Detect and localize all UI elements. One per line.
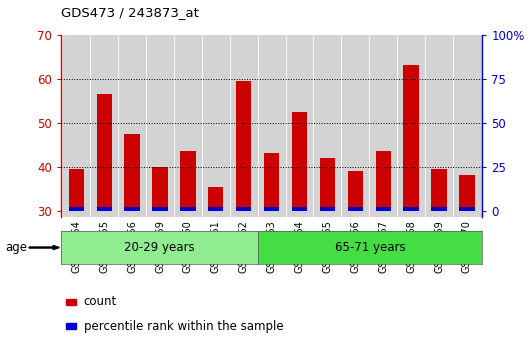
Bar	[460, 207, 475, 211]
Bar	[403, 207, 419, 211]
Bar	[320, 158, 335, 211]
Bar	[264, 154, 279, 211]
Bar	[152, 167, 167, 211]
Text: 20-29 years: 20-29 years	[124, 241, 195, 254]
Bar	[236, 207, 251, 211]
Bar	[348, 171, 363, 211]
Text: GDS473 / 243873_at: GDS473 / 243873_at	[61, 6, 199, 19]
Bar	[320, 207, 335, 211]
Bar	[292, 111, 307, 211]
Bar	[208, 187, 224, 211]
Text: count: count	[84, 295, 117, 308]
Bar	[348, 207, 363, 211]
Bar	[376, 207, 391, 211]
Text: percentile rank within the sample: percentile rank within the sample	[84, 319, 284, 333]
Bar	[96, 207, 112, 211]
Bar	[403, 65, 419, 211]
Bar	[125, 207, 140, 211]
Bar	[125, 134, 140, 211]
Bar	[376, 151, 391, 211]
Text: 65-71 years: 65-71 years	[334, 241, 405, 254]
Bar	[264, 207, 279, 211]
Bar	[180, 207, 196, 211]
Bar	[180, 151, 196, 211]
Bar	[68, 207, 84, 211]
Bar	[460, 176, 475, 211]
Bar	[292, 207, 307, 211]
Bar	[208, 207, 224, 211]
Text: age: age	[5, 241, 28, 254]
Bar	[96, 94, 112, 211]
Bar	[152, 207, 167, 211]
Bar	[431, 169, 447, 211]
Bar	[431, 207, 447, 211]
Bar	[236, 81, 251, 211]
Bar	[68, 169, 84, 211]
